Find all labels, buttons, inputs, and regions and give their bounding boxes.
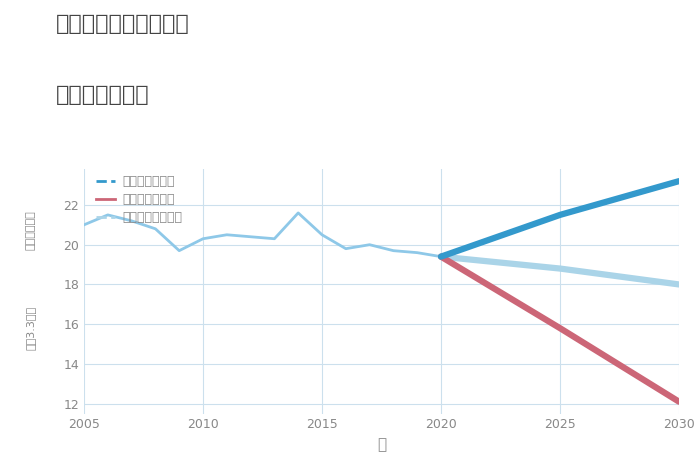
X-axis label: 年: 年 <box>377 437 386 452</box>
Text: 土地の価格推移: 土地の価格推移 <box>56 85 150 105</box>
Legend: グッドシナリオ, バッドシナリオ, ノーマルシナリオ: グッドシナリオ, バッドシナリオ, ノーマルシナリオ <box>96 175 183 225</box>
Text: 千葉県市原市中高根の: 千葉県市原市中高根の <box>56 14 190 34</box>
Text: 坪（3.3㎡）: 坪（3.3㎡） <box>25 306 36 350</box>
Text: 単価（万円）: 単価（万円） <box>25 211 36 250</box>
